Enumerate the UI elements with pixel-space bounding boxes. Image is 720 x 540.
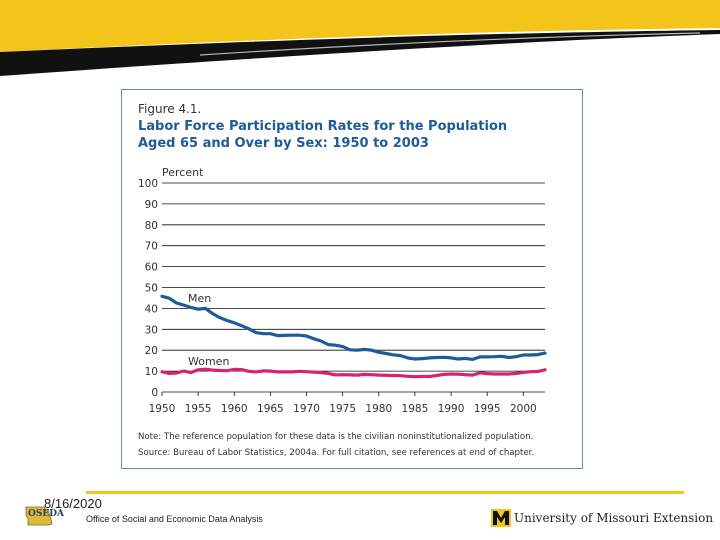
y-tick-label: 60: [145, 262, 158, 274]
y-tick-label: 10: [145, 366, 158, 378]
footer-date: 8/16/2020: [44, 496, 102, 511]
figure-label: Figure 4.1.: [138, 102, 201, 116]
chart-source: Source: Bureau of Labor Statistics, 2004…: [138, 448, 534, 458]
missouri-map-icon: [25, 506, 53, 526]
x-tick-label: 1985: [402, 403, 429, 415]
x-tick-label: 2000: [510, 403, 537, 415]
figure-frame: Figure 4.1. Labor Force Participation Ra…: [121, 89, 583, 469]
mu-logo-icon: [491, 509, 511, 527]
x-tick-label: 1955: [185, 403, 212, 415]
footer-rule: [86, 491, 684, 494]
y-tick-label: 40: [145, 303, 158, 315]
y-tick-label: 80: [145, 220, 158, 232]
x-axis-ticks: 1950 1955 1960 1965 1970 1975 1980 1985 1990 1995…: [149, 392, 537, 415]
series-lines: [160, 294, 547, 379]
gridlines: [162, 182, 545, 393]
banner-black-swoosh: [0, 30, 720, 76]
y-tick-label: 100: [138, 178, 158, 190]
x-tick-label: 1990: [438, 403, 465, 415]
footer-org-name: Office of Social and Economic Data Analy…: [86, 514, 263, 524]
x-tick-label: 1970: [293, 403, 320, 415]
x-tick-label: 1975: [329, 403, 356, 415]
chart-title-line1: Labor Force Participation Rates for the …: [138, 119, 507, 134]
y-axis-label: Percent: [162, 166, 204, 179]
line-chart: Figure 4.1. Labor Force Participation Ra…: [138, 102, 547, 458]
series-line-men: [160, 294, 547, 361]
series-line-women: [160, 367, 547, 379]
x-tick-label: 1960: [221, 403, 248, 415]
oseda-logo-text: OSEDA: [28, 509, 65, 519]
x-tick-label: 1980: [365, 403, 392, 415]
banner-yellow-band: [0, 0, 720, 52]
y-tick-label: 70: [145, 241, 158, 253]
header-banner: [0, 0, 720, 76]
series-label-men: Men: [188, 292, 211, 305]
y-tick-label: 30: [145, 324, 158, 336]
x-tick-label: 1965: [257, 403, 284, 415]
x-tick-label: 1950: [149, 403, 176, 415]
oseda-logo: OSEDA: [25, 506, 65, 526]
x-tick-label: 1995: [474, 403, 501, 415]
y-tick-label: 20: [145, 345, 158, 357]
series-label-women: Women: [188, 355, 229, 368]
y-axis-ticks: 0 10 20 30 40 50 60 70 80 90 100: [138, 178, 158, 399]
y-tick-label: 0: [151, 387, 158, 399]
y-tick-label: 90: [145, 199, 158, 211]
banner-white-streak: [199, 32, 701, 56]
university-name: University of Missouri Extension: [514, 511, 714, 525]
chart-note: Note: The reference population for these…: [138, 432, 533, 442]
y-tick-label: 50: [145, 283, 158, 295]
chart-title-line2: Aged 65 and Over by Sex: 1950 to 2003: [138, 136, 429, 151]
